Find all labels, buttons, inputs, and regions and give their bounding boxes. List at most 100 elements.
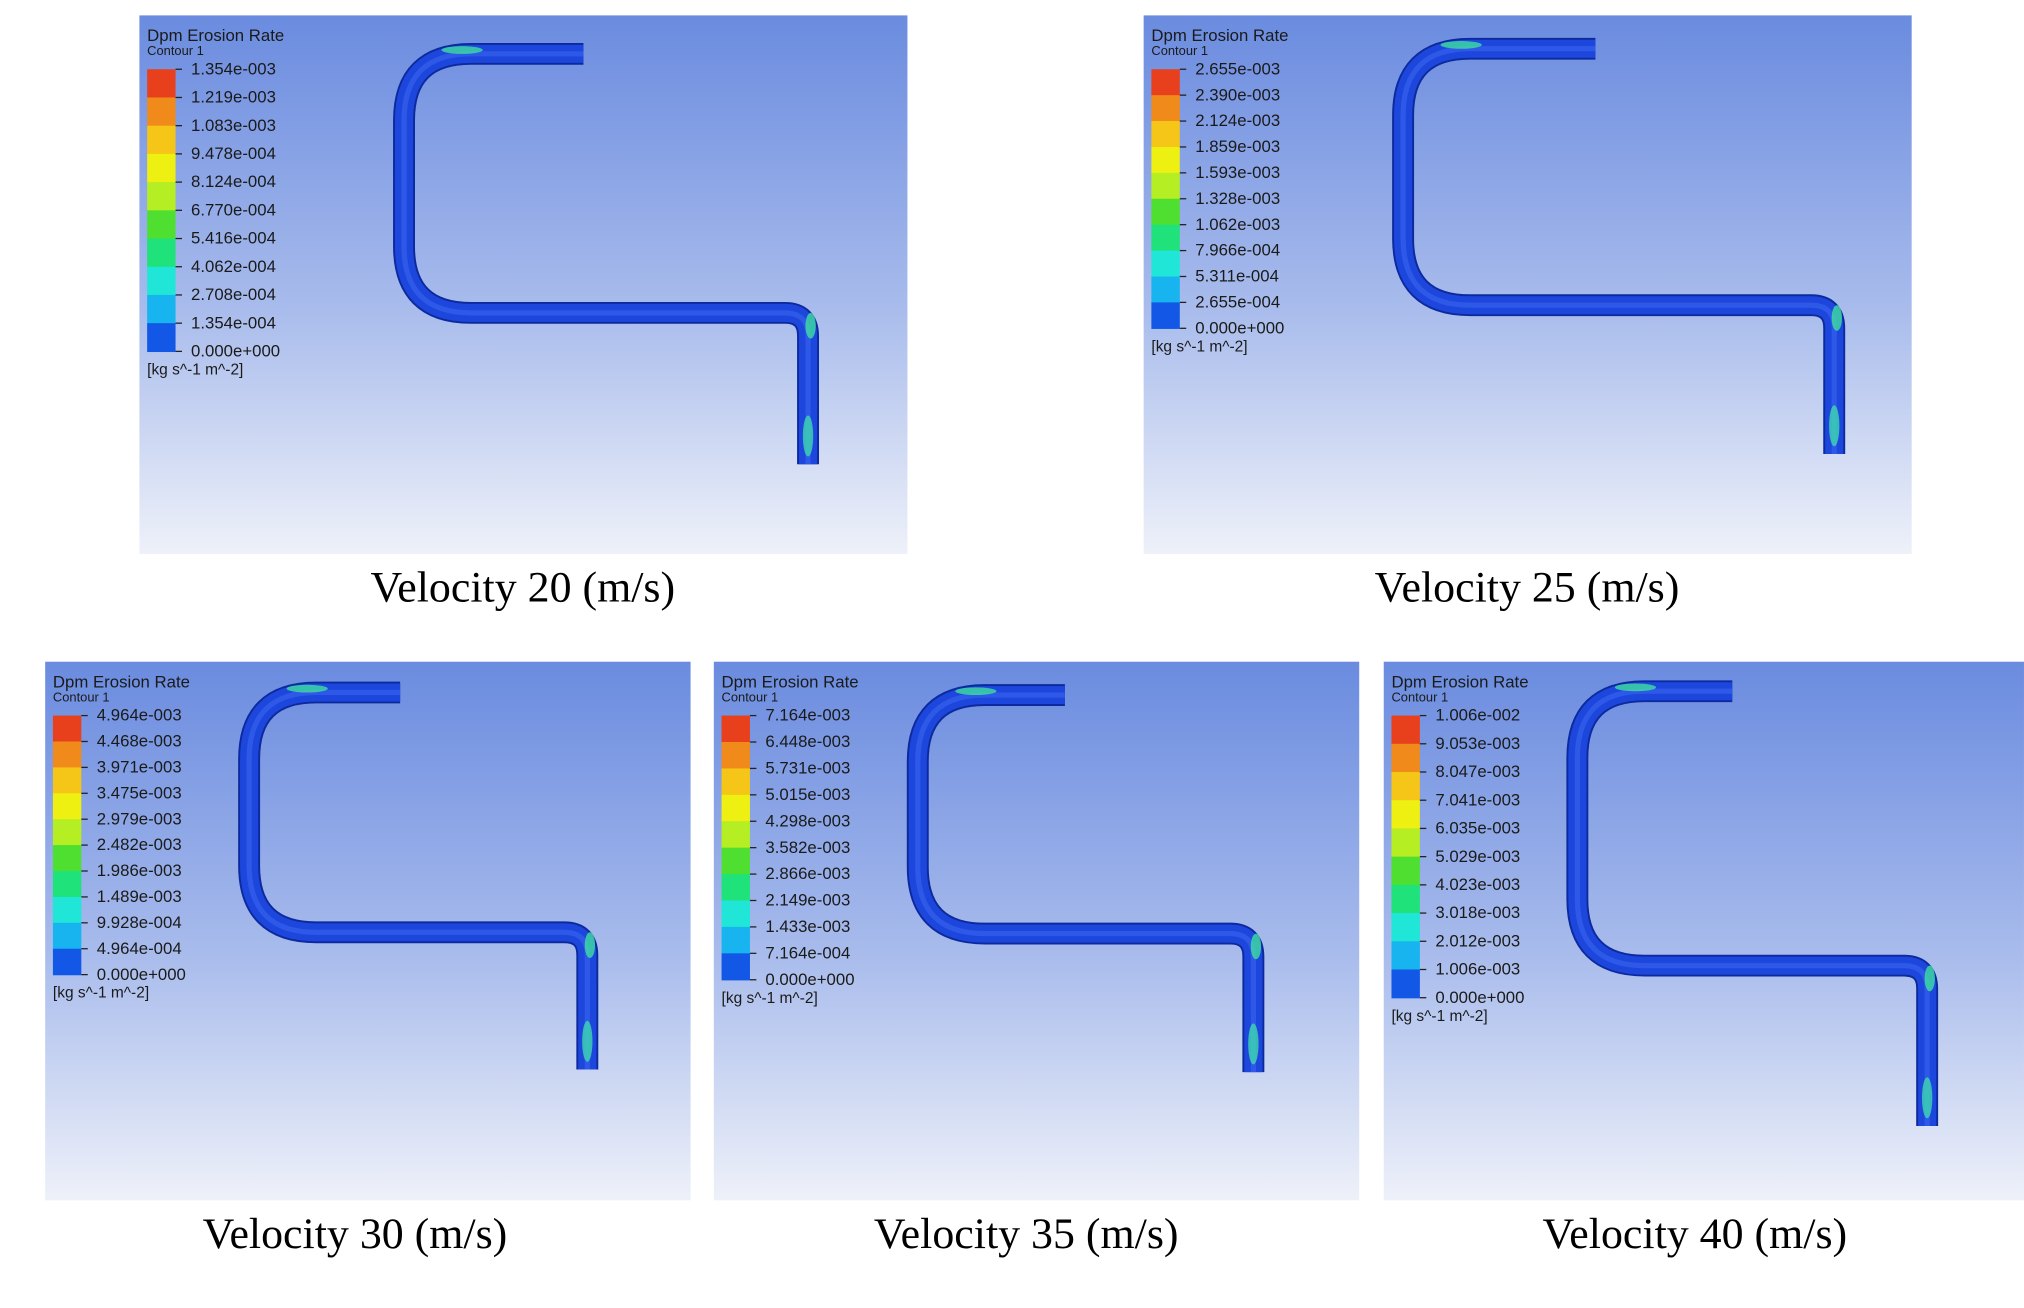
legend-title: Dpm Erosion Rate — [1151, 26, 1288, 45]
legend-label: 1.328e-003 — [1195, 189, 1280, 208]
caption: Velocity 30 (m/s) — [203, 1210, 508, 1258]
legend-title: Dpm Erosion Rate — [53, 672, 190, 691]
caption: Velocity 40 (m/s) — [1542, 1210, 1847, 1258]
legend-unit: [kg s^-1 m^-2] — [147, 362, 243, 379]
legend-color-band — [1391, 743, 1420, 773]
erosion-spot — [955, 687, 997, 696]
legend-color-band — [721, 926, 750, 954]
legend-label: 5.311e-004 — [1195, 267, 1279, 286]
legend-color-band — [1391, 800, 1420, 830]
legend-color-band — [1391, 969, 1420, 999]
erosion-spot — [1614, 683, 1657, 692]
legend-color-band — [721, 715, 750, 743]
erosion-spot — [584, 932, 596, 958]
legend-color-band — [147, 153, 176, 183]
legend-label: 2.979e-003 — [97, 809, 182, 828]
legend-color-band — [721, 900, 750, 928]
legend-subtitle: Contour 1 — [1151, 43, 1208, 58]
legend-color-band — [52, 741, 82, 769]
legend-color-band — [1151, 302, 1180, 329]
legend-label: 0.000e+000 — [191, 342, 280, 361]
legend-unit: [kg s^-1 m^-2] — [722, 990, 818, 1007]
legend-label: 1.006e-003 — [1435, 960, 1520, 979]
legend-label: 6.448e-003 — [765, 732, 850, 751]
legend-color-band — [721, 847, 750, 875]
legend-label: 9.928e-004 — [97, 913, 182, 932]
legend-label: 2.708e-004 — [191, 285, 276, 304]
legend-color-band — [52, 871, 82, 898]
legend-color-band — [1391, 856, 1420, 886]
legend-color-band — [52, 793, 82, 820]
erosion-spot — [802, 415, 814, 457]
legend-label: 3.018e-003 — [1435, 903, 1520, 922]
caption: Velocity 20 (m/s) — [370, 564, 675, 612]
pipe-highlight — [246, 689, 590, 1070]
legend-label: 7.966e-004 — [1195, 241, 1280, 260]
legend-color-band — [147, 323, 176, 353]
legend-color-band — [52, 819, 82, 846]
legend-label: 2.482e-003 — [97, 835, 182, 854]
legend-label: 8.124e-004 — [191, 172, 276, 191]
legend-color-band — [147, 294, 176, 324]
legend-color-band — [52, 922, 82, 950]
legend-title: Dpm Erosion Rate — [722, 672, 859, 691]
legend-unit: [kg s^-1 m^-2] — [1151, 338, 1247, 355]
legend-label: 1.083e-003 — [191, 116, 276, 135]
legend-label: 3.582e-003 — [765, 838, 850, 857]
legend-label: 4.062e-004 — [191, 257, 276, 276]
legend-label: 7.164e-003 — [765, 706, 850, 725]
legend-color-band — [1151, 95, 1180, 122]
legend-color-band — [1391, 715, 1420, 745]
legend-label: 5.416e-004 — [191, 229, 276, 248]
legend-color-band — [1391, 913, 1420, 942]
legend-color-band — [147, 125, 176, 155]
legend-label: 4.468e-003 — [97, 732, 182, 751]
legend-color-band — [52, 948, 82, 976]
pipe-highlight — [401, 51, 811, 465]
legend-color-band — [1391, 884, 1420, 914]
legend-label: 2.124e-003 — [1195, 111, 1280, 130]
legend-color-band — [721, 768, 750, 796]
legend-label: 1.062e-003 — [1195, 215, 1280, 234]
legend-color-band — [1151, 172, 1180, 200]
erosion-spot — [1440, 41, 1482, 49]
legend-color-band — [147, 210, 176, 240]
erosion-spot — [1829, 405, 1840, 447]
legend-subtitle: Contour 1 — [1391, 690, 1448, 705]
legend-label: 9.478e-004 — [191, 144, 276, 163]
erosion-spot — [286, 684, 328, 693]
legend-color-band — [1151, 276, 1180, 304]
legend-color-band — [1391, 772, 1420, 801]
legend-label: 0.000e+000 — [765, 970, 854, 989]
legend-color-band — [1151, 121, 1180, 148]
legend-label: 1.593e-003 — [1195, 163, 1280, 182]
pipe-highlight — [1574, 688, 1930, 1126]
legend-color-band — [147, 182, 176, 211]
legend-title: Dpm Erosion Rate — [1391, 672, 1528, 691]
legend-label: 9.053e-003 — [1435, 734, 1520, 753]
legend-label: 5.029e-003 — [1435, 847, 1520, 866]
legend-color-band — [1151, 146, 1180, 174]
legend-label: 2.866e-003 — [765, 864, 850, 883]
legend-label: 0.000e+000 — [1435, 988, 1524, 1007]
pipe-highlight — [915, 692, 1256, 1073]
erosion-spot — [582, 1020, 593, 1062]
erosion-spot — [1250, 933, 1262, 960]
legend-label: 0.000e+000 — [97, 965, 186, 984]
legend-color-band — [52, 896, 82, 924]
panel-background — [1143, 15, 1912, 554]
legend-color-band — [147, 69, 176, 99]
legend-color-band — [721, 741, 750, 770]
legend-label: 6.035e-003 — [1435, 819, 1520, 838]
legend-label: 1.354e-004 — [191, 313, 276, 332]
erosion-spot — [1924, 965, 1935, 992]
legend-label: 4.023e-003 — [1435, 875, 1520, 894]
legend-label: 5.731e-003 — [765, 759, 850, 778]
legend-color-band — [1391, 828, 1420, 858]
legend-label: 2.012e-003 — [1435, 931, 1520, 950]
